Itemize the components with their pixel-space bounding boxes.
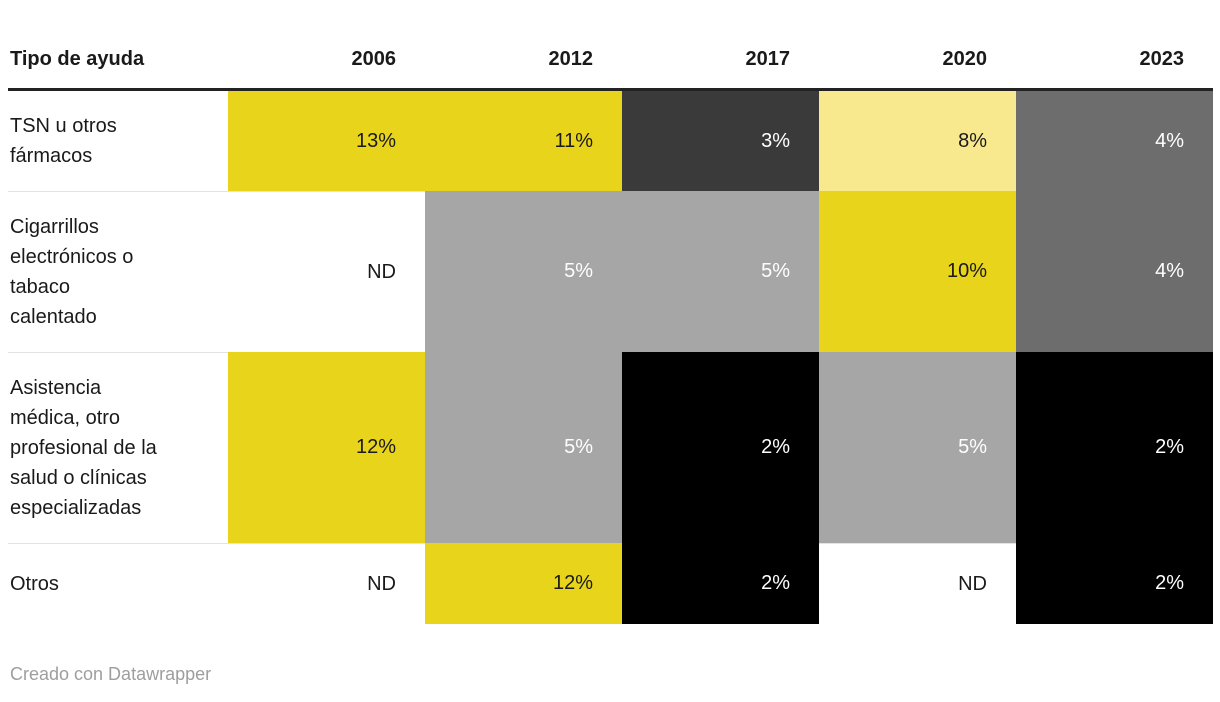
value-cell: 13% (228, 91, 425, 191)
value-cell: 5% (425, 352, 622, 543)
heatmap-table: Tipo de ayuda 2006 2012 2017 2020 2023 T… (8, 30, 1213, 624)
column-header-2012: 2012 (425, 30, 622, 91)
row-label: Asistencia médica, otro profesional de l… (8, 352, 228, 543)
table-row: Asistencia médica, otro profesional de l… (8, 352, 1213, 543)
value-cell: 8% (819, 91, 1016, 191)
row-label: Otros (8, 543, 228, 624)
table-row: Cigarrillos electrónicos o tabaco calent… (8, 191, 1213, 352)
table-body: TSN u otros fármacos 13% 11% 3% 8% 4% Cigarril… (8, 91, 1213, 624)
value-cell: 5% (622, 191, 819, 352)
table-header: Tipo de ayuda 2006 2012 2017 2020 2023 (8, 30, 1213, 91)
table-row: Otros ND 12% 2% ND 2% (8, 543, 1213, 624)
value-cell: 10% (819, 191, 1016, 352)
value-cell: 5% (425, 191, 622, 352)
row-label: Cigarrillos electrónicos o tabaco calent… (8, 191, 228, 352)
attribution-link[interactable]: Creado con Datawrapper (10, 664, 212, 684)
value-cell: 2% (1016, 352, 1213, 543)
column-header-2020: 2020 (819, 30, 1016, 91)
value-cell: ND (819, 543, 1016, 624)
value-cell: 3% (622, 91, 819, 191)
value-cell: 2% (622, 543, 819, 624)
value-cell: 2% (622, 352, 819, 543)
value-cell: 4% (1016, 91, 1213, 191)
column-header-2017: 2017 (622, 30, 819, 91)
column-header-2006: 2006 (228, 30, 425, 91)
table-row: TSN u otros fármacos 13% 11% 3% 8% 4% (8, 91, 1213, 191)
datawrapper-chart: Tipo de ayuda 2006 2012 2017 2020 2023 T… (8, 30, 1213, 684)
row-label: TSN u otros fármacos (8, 91, 228, 191)
value-cell: ND (228, 543, 425, 624)
value-cell: 4% (1016, 191, 1213, 352)
value-cell: 5% (819, 352, 1016, 543)
value-cell: 11% (425, 91, 622, 191)
column-header-2023: 2023 (1016, 30, 1213, 91)
column-header-row-label: Tipo de ayuda (8, 30, 228, 91)
value-cell: 12% (425, 543, 622, 624)
header-row: Tipo de ayuda 2006 2012 2017 2020 2023 (8, 30, 1213, 91)
value-cell: ND (228, 191, 425, 352)
value-cell: 2% (1016, 543, 1213, 624)
value-cell: 12% (228, 352, 425, 543)
